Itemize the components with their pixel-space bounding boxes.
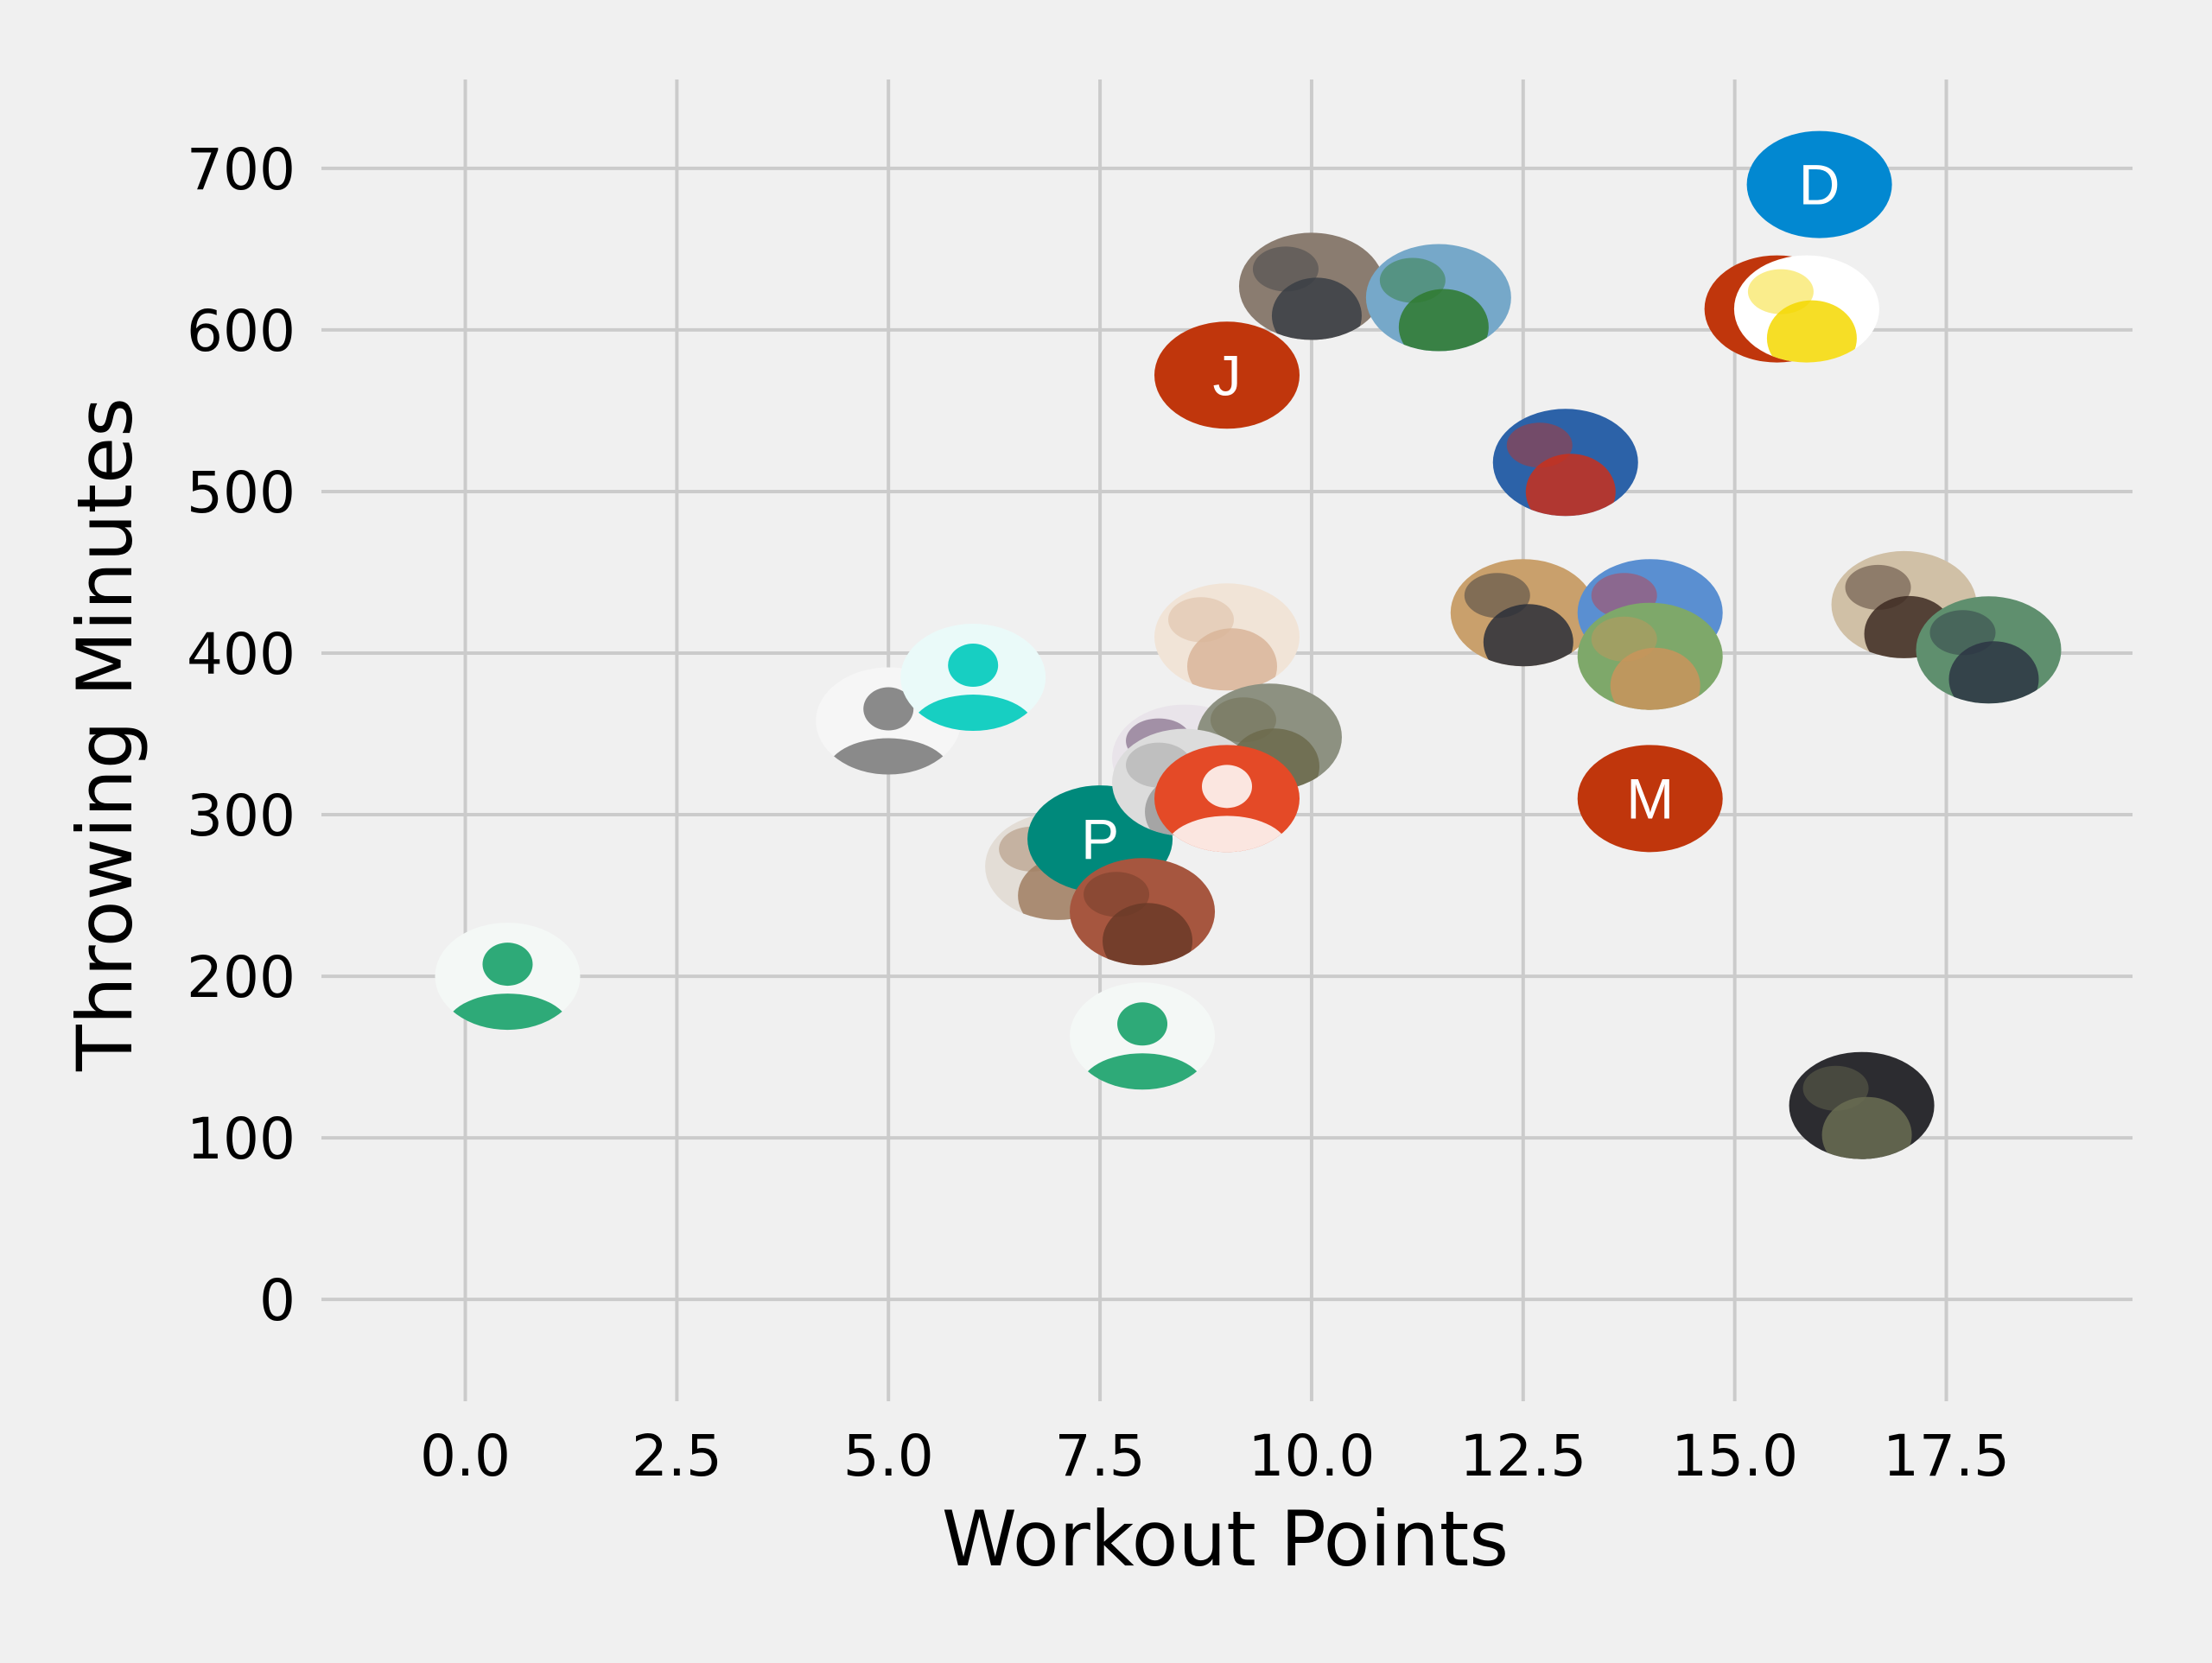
photo-detail: [1168, 597, 1234, 643]
data-point: [1492, 409, 1638, 517]
person-icon: [1165, 765, 1289, 853]
photo-detail: [1084, 872, 1150, 917]
photo-detail: [1464, 573, 1530, 619]
x-tick-labels: 0.0 2.5 5.0 7.5 10.0 12.5 15.0 17.5: [420, 1423, 2010, 1489]
person-icon-head: [948, 644, 999, 688]
photo-detail: [1845, 564, 1911, 610]
data-point: [1789, 1051, 1935, 1159]
x-axis-label: Workout Points: [942, 1495, 1509, 1584]
x-tick-label: 17.5: [1883, 1423, 2010, 1489]
photo-avatar: [1506, 422, 1616, 517]
y-tick-label: 400: [187, 621, 296, 688]
data-point: [1450, 559, 1596, 667]
photo-subject: [1483, 604, 1573, 667]
photo-detail: [1929, 610, 1996, 656]
y-tick-label: 700: [187, 136, 296, 203]
avatar-letter: J: [1213, 343, 1242, 407]
data-points: P J M D: [435, 130, 2062, 1159]
data-point: M: [1577, 745, 1723, 853]
data-point: [1238, 232, 1384, 340]
photo-subject: [1610, 647, 1700, 710]
data-point: [1070, 982, 1216, 1090]
x-tick-label: 12.5: [1459, 1423, 1586, 1489]
data-point: [1365, 244, 1511, 352]
person-icon-body: [826, 738, 951, 775]
y-tick-label: 100: [187, 1106, 296, 1172]
photo-avatar: [1252, 246, 1362, 340]
person-icon-body: [911, 695, 1036, 732]
y-tick-label: 600: [187, 298, 296, 365]
point-marker: [1154, 321, 1300, 429]
photo-avatar: [1747, 269, 1857, 363]
photo-subject: [1103, 903, 1193, 966]
x-tick-label: 10.0: [1248, 1423, 1375, 1489]
avatar-letter: P: [1081, 807, 1119, 871]
photo-avatar: [1929, 610, 2039, 704]
photo-avatar: [1464, 573, 1573, 667]
person-icon: [911, 644, 1036, 732]
person-icon-body: [1165, 816, 1289, 853]
point-marker: [1577, 745, 1723, 853]
person-icon: [1080, 1002, 1205, 1090]
data-point: [1154, 745, 1300, 853]
photo-avatar: [1591, 616, 1700, 710]
photo-avatar: [1802, 1065, 1912, 1159]
y-tick-labels: 0 100 200 300 400 500 600 700: [187, 136, 296, 1334]
x-tick-label: 5.0: [843, 1423, 934, 1489]
photo-detail: [1591, 616, 1657, 662]
photo-subject: [1766, 300, 1857, 363]
person-icon-head: [1117, 1002, 1168, 1046]
photo-detail: [1506, 422, 1573, 468]
person-icon-head: [1202, 765, 1252, 809]
data-point: [1070, 858, 1216, 966]
photo-detail: [1210, 697, 1276, 743]
person-icon-head: [482, 943, 533, 987]
x-tick-label: 0.0: [420, 1423, 511, 1489]
person-icon-body: [1080, 1053, 1205, 1090]
y-tick-label: 200: [187, 944, 296, 1011]
photo-subject: [1525, 454, 1616, 517]
data-point: D: [1746, 130, 1892, 238]
photo-detail: [1252, 246, 1319, 292]
photo-subject: [1821, 1096, 1912, 1159]
avatar-letter: M: [1626, 766, 1674, 830]
point-marker: [1746, 130, 1892, 238]
data-point: [1733, 255, 1879, 363]
photo-detail: [1379, 257, 1446, 303]
x-tick-label: 7.5: [1055, 1423, 1146, 1489]
data-point: [900, 624, 1046, 732]
y-tick-label: 300: [187, 783, 296, 849]
x-tick-label: 2.5: [632, 1423, 722, 1489]
photo-avatar: [1379, 257, 1489, 352]
data-point: [435, 923, 581, 1031]
data-point: [1916, 596, 2062, 704]
y-axis-label: Throwing Minutes: [60, 397, 149, 1072]
person-icon: [445, 943, 570, 1031]
person-icon-body: [445, 993, 570, 1031]
photo-subject: [1398, 289, 1489, 352]
x-tick-label: 15.0: [1671, 1423, 1798, 1489]
data-point: J: [1154, 321, 1300, 429]
y-tick-label: 0: [259, 1267, 296, 1334]
photo-subject: [1271, 277, 1362, 340]
data-point: [1577, 602, 1723, 710]
photo-detail: [1747, 269, 1814, 314]
photo-subject: [1948, 641, 2039, 704]
person-icon: [826, 687, 951, 775]
photo-avatar: [1084, 872, 1193, 966]
person-icon-head: [863, 687, 914, 731]
y-tick-label: 500: [187, 460, 296, 526]
avatar-letter: D: [1799, 153, 1840, 217]
photo-detail: [1802, 1065, 1869, 1111]
